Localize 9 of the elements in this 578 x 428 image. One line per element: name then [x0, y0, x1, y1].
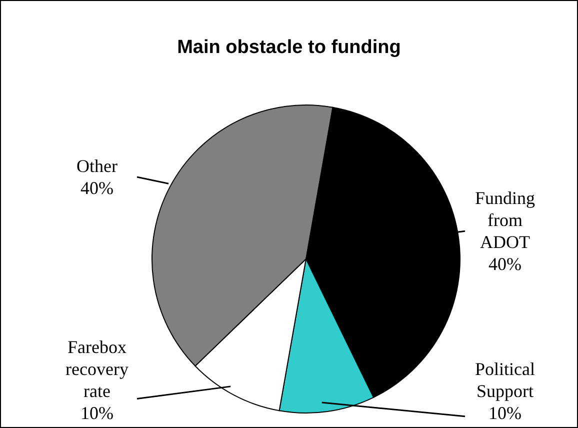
slice-label: Political Support: [475, 359, 535, 401]
slice-label: Funding from ADOT: [474, 188, 536, 252]
chart-title: Main obstacle to funding: [176, 37, 402, 59]
data-label: 10%: [80, 403, 114, 423]
slice-label: Other: [76, 156, 118, 176]
data-label: 40%: [80, 178, 114, 198]
data-label: 40%: [488, 254, 522, 274]
data-label: 10%: [488, 403, 522, 423]
slice-label: Farebox recovery rate: [66, 337, 128, 401]
